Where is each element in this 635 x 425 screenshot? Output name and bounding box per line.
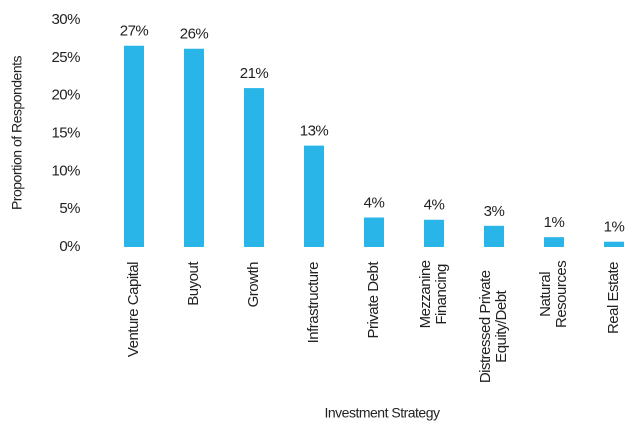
value-label: 1% xyxy=(604,219,625,236)
x-tick-label-line: Equity/Debt xyxy=(493,289,510,362)
x-tick-label: Buyout xyxy=(185,261,202,306)
y-tick-label: 15% xyxy=(51,124,80,141)
y-tick-label: 10% xyxy=(51,162,80,179)
x-tick-label-line: Financing xyxy=(433,264,450,325)
value-label: 1% xyxy=(544,214,565,231)
bar xyxy=(484,225,504,247)
bar xyxy=(364,217,384,247)
y-axis-title: Proportion of Respondents xyxy=(9,55,25,210)
y-tick-label: 30% xyxy=(51,11,80,28)
x-tick-label: Private Debt xyxy=(365,261,382,339)
x-tick-label: Distressed PrivateEquity/Debt xyxy=(477,270,510,383)
value-label: 13% xyxy=(300,123,329,140)
bar xyxy=(304,145,324,247)
x-tick-label: Infrastructure xyxy=(305,262,322,344)
y-tick-label: 20% xyxy=(51,87,80,104)
x-tick-label: Real Estate xyxy=(605,262,622,334)
value-label: 4% xyxy=(424,197,445,214)
value-label: 4% xyxy=(364,194,385,211)
x-tick-label: NaturalResources xyxy=(537,261,570,328)
y-tick-label: 5% xyxy=(59,200,80,217)
y-tick-label: 25% xyxy=(51,49,80,66)
bar xyxy=(184,48,204,248)
value-label: 26% xyxy=(180,26,209,43)
bar xyxy=(244,88,264,247)
bar xyxy=(124,45,144,247)
x-tick-label-line: Resources xyxy=(553,261,570,328)
x-tick-label: Growth xyxy=(245,262,262,308)
x-tick-label: MezzanineFinancing xyxy=(417,260,450,328)
value-label: 3% xyxy=(484,203,505,220)
bar xyxy=(424,219,444,247)
bar xyxy=(604,241,624,247)
x-tick-label: Venture Capital xyxy=(125,262,142,357)
bar xyxy=(544,237,564,247)
x-tick-label-line: Distressed Private xyxy=(477,270,494,383)
y-tick-label: 0% xyxy=(59,238,80,255)
x-tick-label-line: Natural xyxy=(537,272,554,317)
value-label: 27% xyxy=(120,23,149,40)
x-tick-label-line: Mezzanine xyxy=(417,260,434,328)
x-axis-title: Investment Strategy xyxy=(324,405,440,421)
value-label: 21% xyxy=(240,65,269,82)
